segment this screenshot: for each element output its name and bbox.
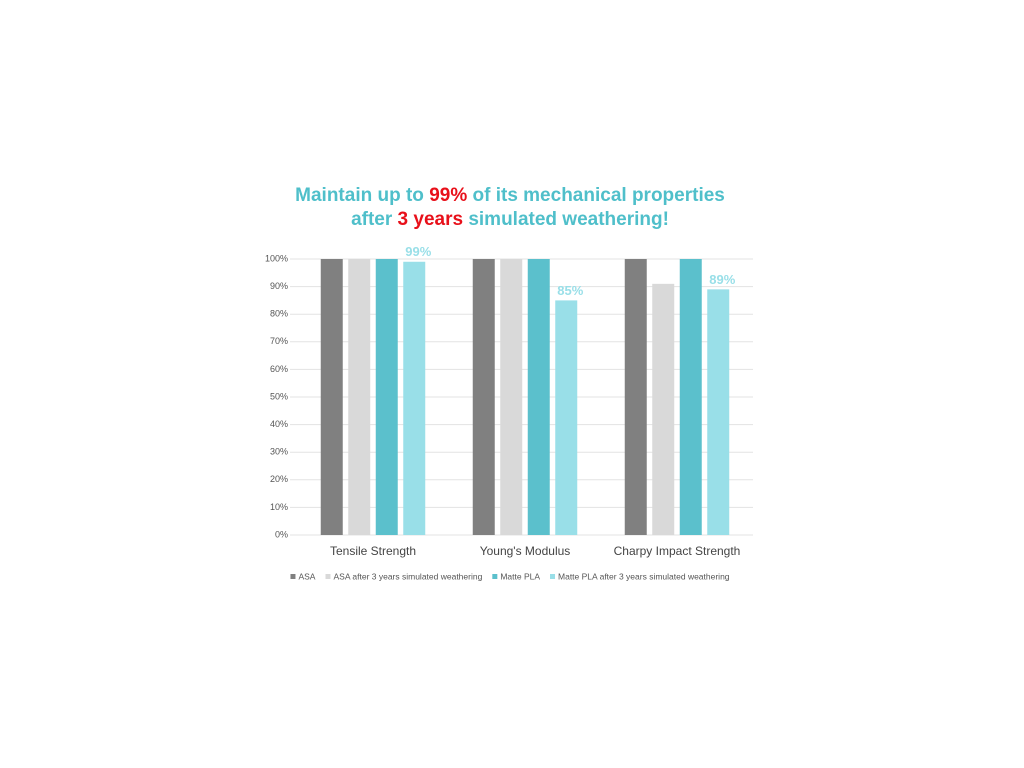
- bar: [527, 259, 550, 535]
- y-tick-label: 60%: [270, 364, 288, 374]
- legend-swatch: [325, 574, 331, 579]
- y-tick-label: 0%: [275, 529, 288, 539]
- y-tick-label: 30%: [270, 447, 288, 457]
- legend-item: Matte PLA: [492, 571, 540, 581]
- value-label: 89%: [709, 272, 735, 287]
- title-segment: Maintain up to: [295, 185, 429, 206]
- y-tick-label: 70%: [270, 336, 288, 346]
- bar: [348, 259, 371, 535]
- y-tick-label: 100%: [265, 253, 288, 263]
- legend-swatch: [550, 574, 556, 579]
- bar: [375, 259, 398, 535]
- y-tick-label: 90%: [270, 281, 288, 291]
- bar: [707, 289, 730, 535]
- y-tick-label: 80%: [270, 309, 288, 319]
- bar: [403, 261, 426, 535]
- chart-title: after 3 years simulated weathering!: [351, 209, 669, 230]
- title-segment: simulated weathering!: [463, 209, 669, 230]
- legend-swatch: [492, 574, 498, 579]
- legend-item: Matte PLA after 3 years simulated weathe…: [550, 571, 730, 581]
- bar: [320, 259, 343, 535]
- y-tick-label: 20%: [270, 474, 288, 484]
- title-segment: after: [351, 209, 397, 230]
- x-tick-label: Charpy Impact Strength: [614, 544, 741, 558]
- y-tick-label: 40%: [270, 419, 288, 429]
- legend-item: ASA after 3 years simulated weathering: [325, 571, 483, 581]
- y-tick-label: 10%: [270, 502, 288, 512]
- y-tick-label: 50%: [270, 391, 288, 401]
- legend-label: ASA: [298, 571, 315, 581]
- title-segment: 3 years: [398, 209, 464, 230]
- bar: [679, 259, 702, 535]
- bar: [472, 259, 495, 535]
- bar: [500, 259, 523, 535]
- x-tick-label: Young's Modulus: [480, 544, 571, 558]
- legend-label: Matte PLA: [500, 571, 540, 581]
- legend-label: ASA after 3 years simulated weathering: [333, 571, 482, 581]
- chart-title: Maintain up to 99% of its mechanical pro…: [295, 185, 725, 206]
- bar: [652, 283, 675, 535]
- value-label: 85%: [557, 283, 583, 298]
- bar: [555, 300, 578, 535]
- x-tick-label: Tensile Strength: [330, 544, 416, 558]
- legend-swatch: [290, 574, 296, 579]
- title-segment: 99%: [429, 185, 467, 206]
- value-label: 99%: [405, 244, 431, 259]
- title-segment: of its mechanical properties: [467, 185, 725, 206]
- legend-label: Matte PLA after 3 years simulated weathe…: [558, 571, 730, 581]
- bar: [624, 259, 647, 535]
- legend-item: ASA: [290, 571, 316, 581]
